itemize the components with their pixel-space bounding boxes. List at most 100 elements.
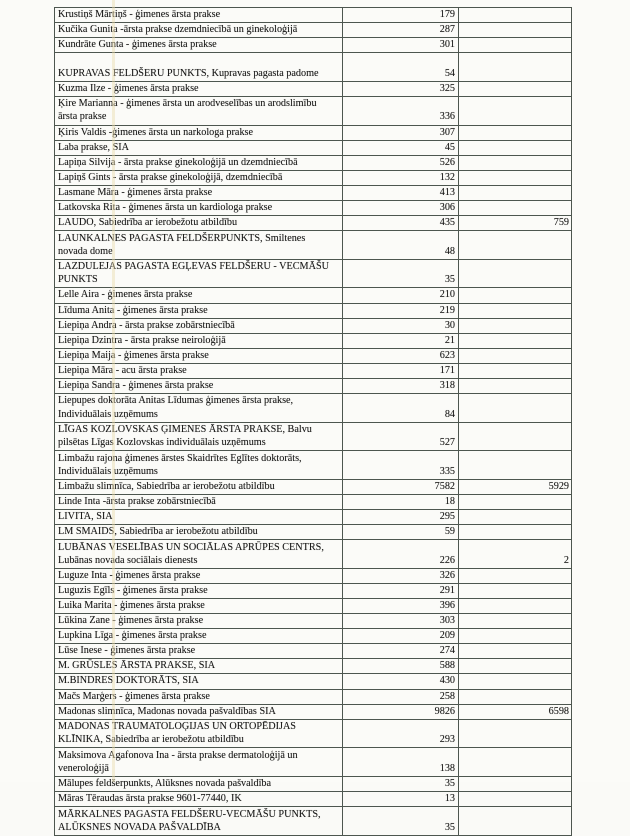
count-primary-cell: 35 [342, 775, 459, 793]
practice-table: Krustiņš Mārtiņš - ģimenes ārsta prakse 1… [54, 6, 572, 836]
count-primary-cell: 336 [342, 95, 459, 126]
practice-name-line: Laba prakse, SIA [58, 141, 130, 153]
count-secondary-cell [458, 747, 572, 777]
table-row: Lasmane Māra - ģimenes ārsta prakse 413 [54, 184, 572, 202]
table-row: Lapiņa Silvija - ārsta prakse ginekoloģi… [54, 154, 572, 171]
table-row: Luika Marita - ģimenes ārsta prakse 396 [54, 597, 572, 615]
practice-name-line: Lapiņš Gints - ārsta prakse ginekoloģijā… [58, 171, 283, 183]
count-secondary-cell [458, 393, 572, 423]
table-row: LĪGAS KOZLOVSKAS ĢIMENES ĀRSTA PRAKSE, B… [54, 421, 572, 452]
count-secondary-cell [458, 643, 572, 660]
count-primary-cell: 291 [342, 582, 459, 600]
practice-name-cell: Limbažu slimnīca, Sabiedrība ar ierobežo… [54, 478, 343, 495]
count-secondary-cell [458, 658, 572, 675]
practice-name-line: Limbažu rajona ģimenes ārstes Skaidrītes… [58, 452, 302, 464]
count-secondary-cell [458, 230, 572, 260]
practice-name-line: LUBĀNAS VESELĪBAS UN SOCIĀLAS APRŪPES CE… [58, 541, 324, 553]
practice-name-line: Liepiņa Māra - acu ārsta prakse [58, 364, 187, 376]
practice-name-line: Lūse Inese - ģimenes ārsta prakse [58, 645, 196, 657]
practice-name-line: Latkovska Rita - ģimenes ārsta un kardio… [58, 202, 273, 214]
practice-name-cell: Ķire Marianna - ģimenes ārsta un arodves… [54, 95, 343, 126]
count-primary-cell: 527 [342, 421, 459, 452]
count-secondary-cell [458, 688, 572, 705]
count-primary-cell: 295 [342, 509, 459, 526]
table-row: LAUNKALNES PAGASTA FELDŠERPUNKTS, Smilte… [54, 230, 572, 260]
count-primary-cell: 435 [342, 215, 459, 232]
count-secondary-cell: 5929 [458, 478, 572, 495]
count-primary-cell: 588 [342, 658, 459, 675]
count-secondary-cell [458, 493, 572, 511]
practice-name-line: Individuālais uzņēmums [58, 408, 158, 420]
practice-name-cell: Līduma Anita - ģimenes ārsta prakse [54, 302, 343, 319]
count-primary-cell: 219 [342, 302, 459, 319]
count-primary-cell: 84 [342, 393, 459, 423]
practice-name-cell: LM SMAIDS, Sabiedrība ar ierobežotu atbi… [54, 524, 343, 541]
practice-name-cell: Ķiris Valdis -ģimenes ārsta un narkologa… [54, 124, 343, 141]
count-secondary-cell: 2 [458, 539, 572, 569]
count-primary-cell: 326 [342, 567, 459, 584]
practice-name-line: Lapiņa Silvija - ārsta prakse ginekoloģi… [58, 156, 298, 168]
count-primary-cell: 306 [342, 200, 459, 217]
practice-name-line: Maksimova Agafonova Ina - ārsta prakse d… [58, 749, 298, 761]
count-primary-cell: 30 [342, 317, 459, 334]
practice-name-cell: LIVITA, SIA [54, 509, 343, 526]
practice-name-cell: Liepiņa Dzintra - ārsta prakse neiroloģi… [54, 332, 343, 349]
practice-name-line: Kuzma Ilze - ģimenes ārsta prakse [58, 82, 199, 94]
practice-name-line: LAUNKALNES PAGASTA FELDŠERPUNKTS, Smilte… [58, 232, 306, 244]
count-secondary-cell [458, 22, 572, 39]
practice-name-line: Ķire Marianna - ģimenes ārsta un arodves… [58, 98, 317, 110]
practice-name-line: Māras Tēraudas ārsta prakse 9601-77440, … [58, 793, 242, 805]
table-row: Mālupes feldšerpunkts, Alūksnes novada p… [54, 775, 572, 793]
count-primary-cell: 430 [342, 673, 459, 690]
table-row: Krustiņš Mārtiņš - ģimenes ārsta prakse 1… [54, 6, 572, 24]
practice-name-line: LIVITA, SIA [58, 511, 113, 523]
count-primary-cell: 13 [342, 791, 459, 808]
count-secondary-cell [458, 806, 572, 836]
practice-name-line: MĀRKALNES PAGASTA FELDŠERU-VECMĀŠU PUNKT… [58, 808, 321, 820]
table-row: Limbažu slimnīca, Sabiedrība ar ierobežo… [54, 478, 572, 495]
practice-name-cell: Liepiņa Sandra - ģimenes ārsta prakse [54, 377, 343, 395]
table-row: Maksimova Agafonova Ina - ārsta prakse d… [54, 747, 572, 777]
table-row: Lūkina Zane - ģimenes ārsta prakse 303 [54, 613, 572, 630]
count-secondary-cell: 6598 [458, 703, 572, 720]
count-primary-cell: 138 [342, 747, 459, 777]
practice-name-cell: Luguze Inta - ģimenes ārsta prakse [54, 567, 343, 584]
practice-name-line: Lelle Aira - ģimenes ārsta prakse [58, 289, 193, 301]
practice-name-line: pilsētas Līgas Kozlovskas individuālais … [58, 437, 266, 449]
count-secondary-cell [458, 628, 572, 645]
practice-name-line: ALŪKSNES NOVADA PAŠVALDĪBA [58, 821, 221, 833]
practice-name-line: Limbažu slimnīca, Sabiedrība ar ierobežo… [58, 480, 275, 492]
practice-name-cell: Mālupes feldšerpunkts, Alūksnes novada p… [54, 775, 343, 793]
table-row: Māras Tēraudas ārsta prakse 9601-77440, … [54, 791, 572, 808]
count-primary-cell: 623 [342, 347, 459, 364]
count-primary-cell: 335 [342, 450, 459, 480]
practice-name-line: KLĪNIKA, Sabiedrība ar ierobežotu atbild… [58, 734, 244, 746]
count-primary-cell: 287 [342, 22, 459, 39]
count-primary-cell: 54 [342, 52, 459, 82]
practice-name-cell: MĀRKALNES PAGASTA FELDŠERU-VECMĀŠU PUNKT… [54, 806, 343, 836]
count-secondary-cell [458, 509, 572, 526]
count-secondary-cell [458, 154, 572, 171]
count-primary-cell: 21 [342, 332, 459, 349]
count-primary-cell: 45 [342, 139, 459, 156]
table-row: Lapiņš Gints - ārsta prakse ginekoloģijā… [54, 169, 572, 186]
count-primary-cell: 179 [342, 6, 459, 24]
count-secondary-cell [458, 317, 572, 334]
practice-name-line: LĪGAS KOZLOVSKAS ĢIMENES ĀRSTA PRAKSE, B… [58, 424, 312, 436]
count-secondary-cell [458, 377, 572, 395]
table-row: Liepupes doktorāta Anitas Līdumas ģimene… [54, 393, 572, 423]
practice-name-cell: M.BINDRES DOKTORĀTS, SIA [54, 673, 343, 690]
practice-name-line: M. GRŪSLES ĀRSTA PRAKSE, SIA [58, 660, 216, 672]
count-primary-cell: 303 [342, 613, 459, 630]
count-primary-cell: 209 [342, 628, 459, 645]
count-primary-cell: 59 [342, 524, 459, 541]
table-row: Liepiņa Maija - ģimenes ārsta prakse 623 [54, 347, 572, 364]
count-primary-cell: 9826 [342, 703, 459, 720]
count-secondary-cell [458, 124, 572, 141]
practice-name-cell: Liepupes doktorāta Anitas Līdumas ģimene… [54, 393, 343, 423]
practice-name-cell: LAUNKALNES PAGASTA FELDŠERPUNKTS, Smilte… [54, 230, 343, 260]
table-row: LM SMAIDS, Sabiedrība ar ierobežotu atbi… [54, 524, 572, 541]
count-secondary-cell [458, 139, 572, 156]
practice-name-cell: Madonas slimnīca, Madonas novada pašvald… [54, 703, 343, 720]
count-secondary-cell [458, 524, 572, 541]
